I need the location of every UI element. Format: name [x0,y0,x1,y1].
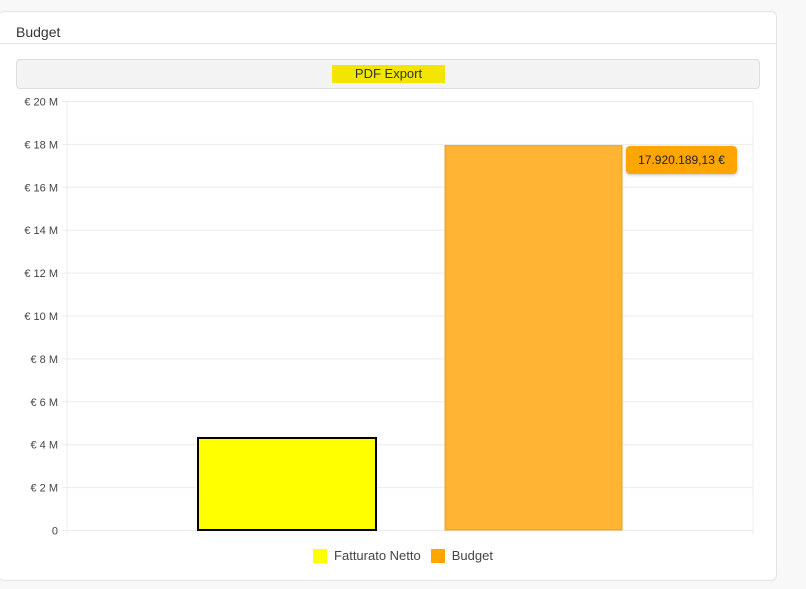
y-tick-label: € 14 M [24,225,58,237]
card-title: Budget [16,24,61,40]
y-tick-label: € 20 M [24,97,58,109]
bar-budget [444,145,623,531]
legend-item-budget[interactable]: Budget [430,548,493,563]
y-tick-label: 0 [52,526,58,538]
legend-label: Budget [451,548,493,563]
divider [0,43,776,44]
y-tick-label: € 16 M [24,182,58,194]
pdf-export-button[interactable]: PDF Export [332,65,445,83]
y-tick-label: € 12 M [24,268,58,280]
legend-swatch [313,548,328,563]
y-tick-label: € 4 M [30,440,58,452]
y-tick-label: € 8 M [30,354,58,366]
legend: Fatturato Netto Budget [0,548,806,563]
export-toolbar: PDF Export [16,59,760,89]
y-tick-label: € 6 M [30,397,58,409]
budget-card: Budget [0,11,777,581]
bar-fatturato-netto [197,436,377,531]
y-tick-label: € 2 M [30,483,58,495]
legend-item-fatturato-netto[interactable]: Fatturato Netto [313,548,421,563]
legend-swatch [430,548,445,563]
y-tick-label: € 10 M [24,311,58,323]
y-tick-label: € 18 M [24,139,58,151]
value-tooltip: 17.920.189,13 € [626,146,737,174]
legend-label: Fatturato Netto [334,548,421,563]
